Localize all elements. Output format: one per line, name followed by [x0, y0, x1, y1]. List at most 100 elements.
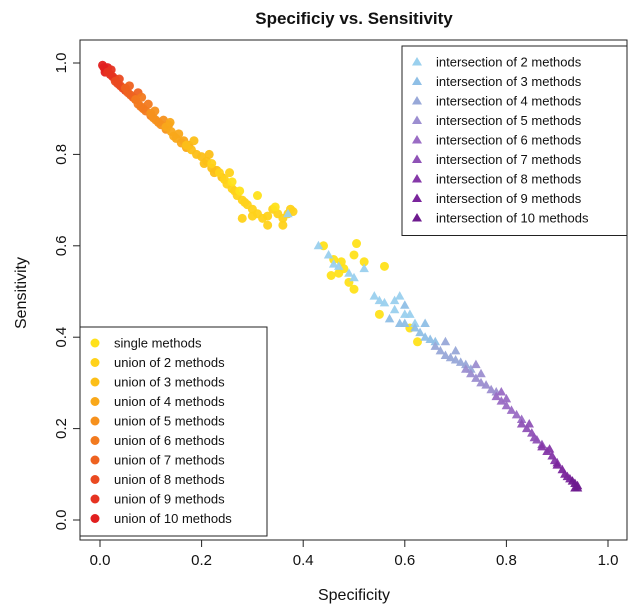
data-point-triangle: [430, 336, 441, 346]
data-point-triangle: [481, 380, 491, 389]
y-tick-label: 0.8: [53, 144, 70, 165]
data-point-triangle: [400, 300, 410, 309]
data-point-circle: [235, 186, 245, 196]
legend-top-right: intersection of 2 methods intersection of…: [401, 45, 628, 236]
data-point-triangle: [537, 441, 547, 451]
data-point-circle: [252, 191, 262, 201]
data-point-circle: [379, 261, 389, 271]
data-point-circle: [143, 99, 153, 109]
legend-marker-circle: [90, 514, 100, 523]
legend-marker-circle: [90, 397, 100, 406]
data-point-circle: [349, 284, 359, 294]
legend-label: intersection of 9 methods: [436, 191, 582, 206]
legend-marker-triangle: [412, 154, 422, 163]
legend-label: intersection of 7 methods: [436, 152, 582, 167]
data-point-triangle: [450, 345, 461, 355]
data-point-triangle: [410, 323, 420, 332]
x-tick-label: 0.2: [191, 552, 212, 569]
x-tick-label: 0.4: [293, 552, 314, 569]
data-point-circle: [278, 220, 288, 230]
legend-marker-circle: [90, 338, 100, 348]
data-point-triangle: [450, 355, 461, 364]
data-point-circle: [124, 81, 134, 91]
legend-marker-triangle: [412, 57, 422, 66]
legend-marker-triangle: [412, 96, 422, 105]
data-point-triangle: [445, 352, 456, 362]
data-point-triangle: [369, 291, 380, 300]
legend-marker-triangle: [412, 76, 422, 85]
data-point-triangle: [430, 341, 441, 350]
y-tick-label: 0.2: [53, 418, 70, 439]
x-tick-label: 1.0: [598, 552, 619, 569]
data-point-triangle: [389, 295, 400, 305]
legend-marker-triangle: [412, 115, 422, 124]
legend-marker-triangle: [412, 174, 422, 183]
data-point-circle: [165, 117, 175, 127]
data-point-triangle: [532, 435, 542, 444]
legend-label: union of 4 methods: [114, 394, 225, 409]
data-point-triangle: [405, 309, 415, 318]
data-point-triangle: [516, 419, 527, 428]
data-point-triangle: [524, 419, 535, 428]
data-point-triangle: [425, 334, 435, 343]
legend-marker-triangle: [412, 193, 422, 202]
data-point-triangle: [415, 327, 425, 337]
legend-box: [79, 326, 268, 537]
data-point-triangle: [544, 444, 555, 453]
data-point-circle: [150, 106, 160, 116]
data-point-circle: [137, 92, 147, 102]
data-point-triangle: [394, 318, 405, 327]
data-point-circle: [106, 65, 116, 75]
data-point-triangle: [491, 391, 501, 401]
data-point-triangle: [389, 304, 400, 314]
data-point-circle: [326, 271, 336, 281]
data-point-circle: [247, 211, 257, 221]
plot-frame: [79, 39, 628, 541]
data-point-triangle: [471, 373, 481, 382]
legend-marker-circle: [90, 475, 100, 484]
data-point-triangle: [420, 318, 430, 327]
x-tick-label: 0.0: [90, 552, 111, 569]
legend-marker-circle: [90, 358, 100, 367]
data-point-triangle: [410, 318, 420, 327]
legend-label: intersection of 8 methods: [436, 172, 582, 187]
data-point-triangle: [461, 359, 471, 369]
y-tick-label: 0.6: [53, 235, 70, 256]
data-point-triangle: [486, 384, 496, 394]
legend-marker-circle: [90, 436, 100, 445]
data-point-circle: [349, 250, 359, 260]
legend-label: intersection of 6 methods: [436, 133, 582, 148]
data-point-triangle: [394, 291, 405, 300]
legend-label: intersection of 4 methods: [436, 94, 582, 109]
legend-label: intersection of 10 methods: [436, 211, 589, 226]
data-point-triangle: [461, 364, 471, 373]
data-point-circle: [334, 268, 344, 278]
data-point-circle: [352, 239, 362, 249]
legend-label: union of 6 methods: [114, 433, 225, 448]
data-point-triangle: [359, 263, 369, 273]
legend-box: [401, 45, 628, 236]
data-point-triangle: [496, 387, 507, 396]
data-point-triangle: [313, 240, 324, 250]
data-point-triangle: [466, 368, 476, 378]
legend-marker-circle: [90, 455, 100, 465]
legend-label: intersection of 5 methods: [436, 113, 582, 128]
data-point-circle: [374, 309, 384, 319]
data-point-triangle: [334, 261, 344, 270]
legend-bottom-left: single methods union of 2 methods union of…: [79, 326, 268, 537]
data-point-circle: [204, 149, 214, 159]
y-tick-label: 0.0: [53, 510, 70, 531]
legend-label: intersection of 2 methods: [436, 55, 582, 70]
data-point-triangle: [501, 393, 512, 403]
data-point-circle: [114, 74, 124, 84]
chart-title: Specificiy vs. Sensitivity: [255, 9, 453, 28]
data-point-triangle: [384, 313, 395, 323]
data-point-triangle: [476, 377, 486, 387]
data-point-triangle: [516, 414, 527, 423]
x-tick-label: 0.6: [394, 552, 415, 569]
data-point-circle: [227, 177, 237, 187]
data-point-triangle: [374, 295, 385, 305]
data-point-circle: [270, 202, 280, 212]
data-point-triangle: [471, 359, 481, 369]
